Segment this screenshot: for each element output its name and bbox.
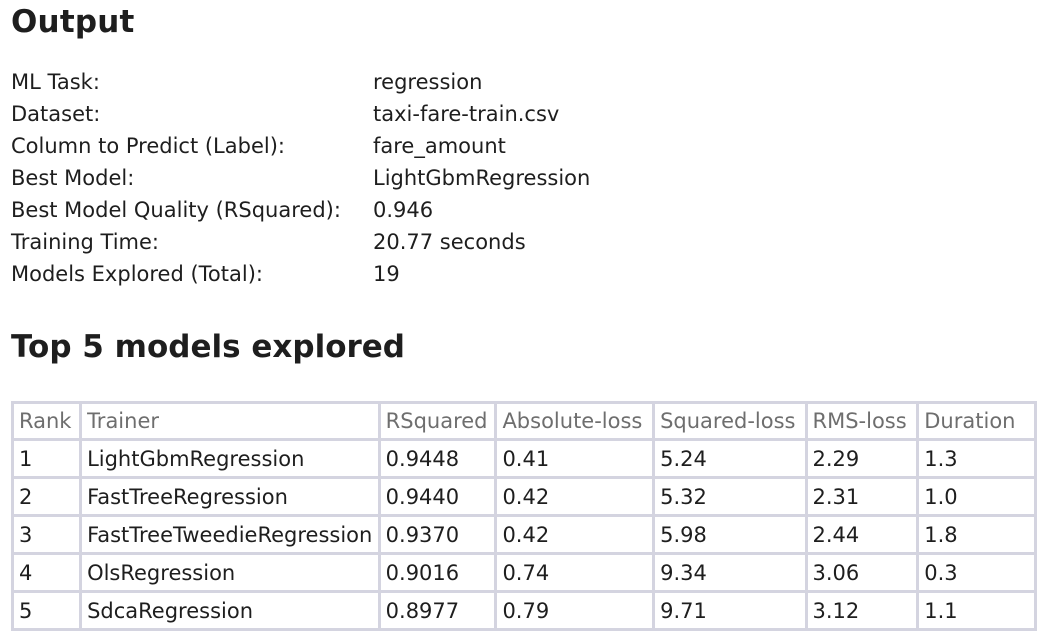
summary-key: Best Model: <box>11 166 135 190</box>
cell-rms-loss: 3.12 <box>806 591 920 631</box>
summary-value: 0.946 <box>373 198 434 222</box>
table-row: 3 FastTreeTweedieRegression 0.9370 0.42 … <box>12 515 1037 555</box>
summary-key: Best Model Quality (RSquared): <box>11 198 341 222</box>
table-row: 2 FastTreeRegression 0.9440 0.42 5.32 2.… <box>12 477 1037 517</box>
output-summary: ML Task: regression Dataset: taxi-fare-t… <box>11 66 590 290</box>
table-header-row: Rank Trainer RSquared Absolute-loss Squa… <box>12 402 1037 441</box>
cell-duration: 0.3 <box>917 553 1037 593</box>
table-row: 5 SdcaRegression 0.8977 0.79 9.71 3.12 1… <box>12 591 1037 631</box>
cell-rank: 5 <box>12 591 83 631</box>
summary-row-ml-task: ML Task: regression <box>11 66 590 98</box>
summary-row-training-time: Training Time: 20.77 seconds <box>11 226 590 258</box>
column-header-absolute-loss: Absolute-loss <box>495 402 656 441</box>
summary-row-dataset: Dataset: taxi-fare-train.csv <box>11 98 590 130</box>
cell-rms-loss: 2.31 <box>806 477 920 517</box>
summary-value: 20.77 seconds <box>373 230 526 254</box>
summary-value: 19 <box>373 262 400 286</box>
table-row: 1 LightGbmRegression 0.9448 0.41 5.24 2.… <box>12 439 1037 479</box>
summary-value: taxi-fare-train.csv <box>373 102 560 126</box>
summary-key: Training Time: <box>11 230 160 254</box>
summary-row-best-quality: Best Model Quality (RSquared): 0.946 <box>11 194 590 226</box>
column-header-rsquared: RSquared <box>379 402 498 441</box>
top-models-table-wrapper: Rank Trainer RSquared Absolute-loss Squa… <box>11 401 1037 631</box>
column-header-squared-loss: Squared-loss <box>653 402 808 441</box>
cell-absolute-loss: 0.79 <box>495 591 656 631</box>
summary-row-label-column: Column to Predict (Label): fare_amount <box>11 130 590 162</box>
summary-key: Models Explored (Total): <box>11 262 263 286</box>
cell-squared-loss: 9.34 <box>653 553 808 593</box>
cell-rsquared: 0.9448 <box>379 439 498 479</box>
cell-trainer: FastTreeRegression <box>80 477 381 517</box>
summary-value: regression <box>373 70 483 94</box>
cell-absolute-loss: 0.42 <box>495 515 656 555</box>
summary-key: ML Task: <box>11 70 100 94</box>
column-header-rank: Rank <box>12 402 83 441</box>
summary-row-models-explored: Models Explored (Total): 19 <box>11 258 590 290</box>
cell-absolute-loss: 0.42 <box>495 477 656 517</box>
cell-trainer: SdcaRegression <box>80 591 381 631</box>
cell-rsquared: 0.9016 <box>379 553 498 593</box>
cell-rsquared: 0.9370 <box>379 515 498 555</box>
cell-trainer: OlsRegression <box>80 553 381 593</box>
table-row: 4 OlsRegression 0.9016 0.74 9.34 3.06 0.… <box>12 553 1037 593</box>
cell-squared-loss: 5.98 <box>653 515 808 555</box>
cell-rank: 3 <box>12 515 83 555</box>
summary-key: Dataset: <box>11 102 101 126</box>
cell-squared-loss: 5.24 <box>653 439 808 479</box>
cell-rsquared: 0.9440 <box>379 477 498 517</box>
cell-duration: 1.1 <box>917 591 1037 631</box>
cell-rsquared: 0.8977 <box>379 591 498 631</box>
cell-rank: 4 <box>12 553 83 593</box>
column-header-rms-loss: RMS-loss <box>806 402 920 441</box>
output-heading: Output <box>11 4 135 40</box>
cell-squared-loss: 9.71 <box>653 591 808 631</box>
cell-trainer: LightGbmRegression <box>80 439 381 479</box>
cell-duration: 1.0 <box>917 477 1037 517</box>
cell-duration: 1.3 <box>917 439 1037 479</box>
cell-absolute-loss: 0.74 <box>495 553 656 593</box>
cell-rms-loss: 2.44 <box>806 515 920 555</box>
cell-rank: 1 <box>12 439 83 479</box>
summary-row-best-model: Best Model: LightGbmRegression <box>11 162 590 194</box>
column-header-trainer: Trainer <box>80 402 381 441</box>
cell-rms-loss: 3.06 <box>806 553 920 593</box>
cell-squared-loss: 5.32 <box>653 477 808 517</box>
summary-value: fare_amount <box>373 134 506 158</box>
cell-duration: 1.8 <box>917 515 1037 555</box>
cell-trainer: FastTreeTweedieRegression <box>80 515 381 555</box>
column-header-duration: Duration <box>917 402 1037 441</box>
cell-rank: 2 <box>12 477 83 517</box>
top-models-heading: Top 5 models explored <box>11 329 405 365</box>
cell-absolute-loss: 0.41 <box>495 439 656 479</box>
summary-key: Column to Predict (Label): <box>11 134 285 158</box>
cell-rms-loss: 2.29 <box>806 439 920 479</box>
top-models-table: Rank Trainer RSquared Absolute-loss Squa… <box>11 401 1037 631</box>
summary-value: LightGbmRegression <box>373 166 591 190</box>
